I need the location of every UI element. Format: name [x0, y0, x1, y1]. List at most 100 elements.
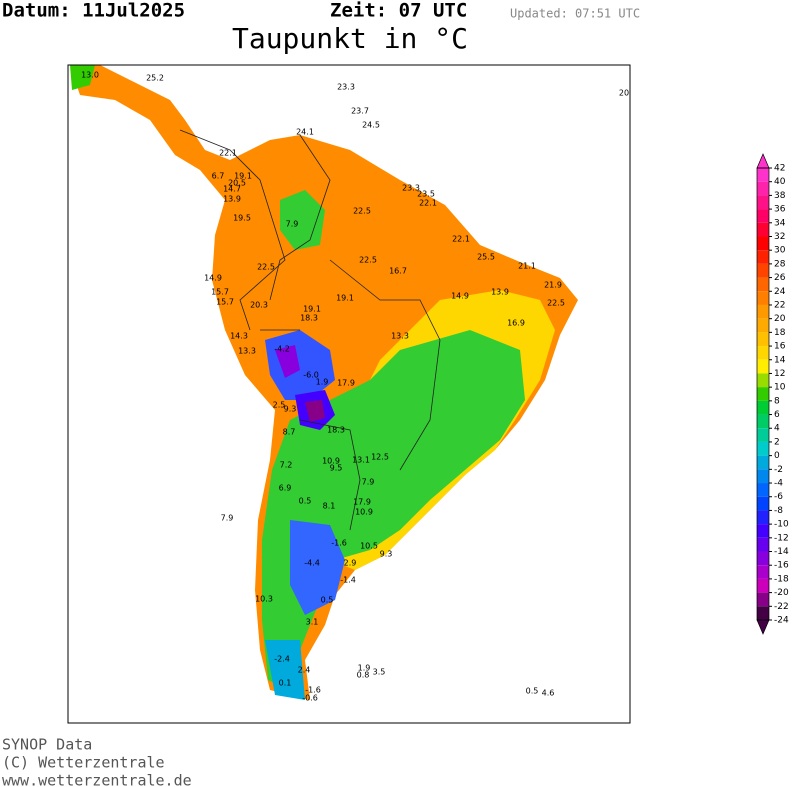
colorbar-box — [757, 346, 769, 360]
colorbar-box — [757, 428, 769, 442]
colorbar-frame — [756, 167, 770, 621]
station-value: 2.9 — [344, 559, 357, 568]
station-value: 0.5 — [321, 596, 334, 605]
station-value: 2.5 — [273, 401, 286, 410]
colorbar-top — [756, 153, 770, 169]
station-value: 14.3 — [230, 332, 248, 341]
station-value: 1.9 — [316, 378, 329, 387]
station-value: 7.9 — [221, 514, 234, 523]
colorbar-box — [757, 537, 769, 552]
colorbar-label: -24 — [774, 616, 789, 626]
date: Datum: 11Jul2025 — [2, 0, 185, 22]
station-value: 22.5 — [359, 256, 377, 265]
colorbar-label: 16 — [774, 342, 786, 352]
colorbar-label: 38 — [774, 191, 786, 201]
colorbar-label: 22 — [774, 300, 785, 310]
colorbar-label: 26 — [774, 273, 786, 283]
colorbar-box — [757, 209, 769, 223]
title: Taupunkt in °C — [232, 22, 468, 55]
station-value: 24.1 — [296, 128, 314, 137]
station-value: 13.9 — [491, 288, 509, 297]
station-value: 3.5 — [373, 668, 386, 677]
time: Zeit: 07 UTC — [330, 0, 467, 22]
station-value: 15.7 — [211, 288, 229, 297]
station-value: -6.0 — [303, 371, 319, 380]
station-value: 0.5 — [299, 497, 312, 506]
colorbar-label: 36 — [774, 205, 786, 215]
field-blue-south — [290, 520, 345, 615]
station-value: 21.1 — [518, 262, 536, 271]
colorbar-box — [757, 441, 769, 456]
field-green — [70, 65, 95, 90]
colorbar-label: -2 — [774, 465, 783, 475]
station-value: 13.9 — [223, 195, 241, 204]
colorbar-box — [757, 387, 769, 401]
colorbar-label: 34 — [774, 218, 786, 228]
station-value: 9.3 — [284, 405, 297, 414]
colorbar-box — [757, 359, 769, 374]
colorbar-box — [757, 318, 769, 333]
station-value: -4.4 — [304, 559, 320, 568]
colorbar-box — [757, 400, 769, 415]
station-value: 0.5 — [526, 687, 539, 696]
field-magenta — [305, 400, 325, 422]
station-value: 22.5 — [257, 263, 275, 272]
station-value: 25.5 — [477, 253, 495, 262]
colorbar-label: 42 — [774, 164, 785, 174]
colorbar-box — [757, 414, 769, 429]
station-value: 22.1 — [452, 235, 470, 244]
station-value: 7.9 — [286, 220, 299, 229]
footer-copyright: (C) Wetterzentrale — [2, 754, 165, 772]
colorbar-label: -14 — [774, 547, 789, 557]
colorbar-label: -4 — [774, 479, 783, 489]
station-value: 0.1 — [279, 679, 292, 688]
colorbar-box — [757, 469, 769, 484]
colorbar: 424038363432302826242220181614121086420-… — [756, 153, 789, 635]
station-value: 15.7 — [216, 298, 234, 307]
station-value: 18.3 — [300, 314, 318, 323]
colorbar-box — [757, 181, 769, 196]
station-value: 10.5 — [360, 542, 378, 551]
station-value: 13.3 — [391, 332, 409, 341]
station-value: 19.5 — [233, 214, 251, 223]
station-value: 7.9 — [362, 478, 375, 487]
station-value: 23.3 — [337, 83, 355, 92]
colorbar-label: 4 — [774, 424, 780, 434]
station-value: 10.9 — [322, 457, 340, 466]
station-value: -0.6 — [302, 694, 318, 703]
borders — [179, 129, 441, 531]
colorbar-box — [757, 291, 769, 305]
colorbar-label: 30 — [774, 246, 786, 256]
station-value: 19.1 — [303, 305, 321, 314]
footer-url: www.wetterzentrale.de — [2, 772, 192, 787]
map-frame — [67, 64, 631, 724]
station-value: 6.7 — [212, 172, 225, 181]
station-value: 24.5 — [362, 121, 380, 130]
colorbar-box — [757, 332, 769, 347]
station-value: 7.2 — [280, 461, 293, 470]
field-cyan-south — [265, 640, 305, 700]
station-value: 8.7 — [283, 428, 296, 437]
field-purple — [275, 345, 300, 378]
station-value: -1.4 — [340, 576, 356, 585]
colorbar-label: -8 — [774, 506, 783, 516]
colorbar-label: 20 — [774, 314, 786, 324]
field-green-north — [280, 190, 325, 250]
colorbar-box — [757, 578, 769, 593]
colorbar-box — [757, 304, 769, 319]
colorbar-label: 32 — [774, 232, 785, 242]
colorbar-label: 28 — [774, 259, 786, 269]
colorbar-label: 0 — [774, 451, 780, 461]
colorbar-label: -10 — [774, 520, 789, 530]
station-value: -1.6 — [331, 539, 347, 548]
station-value: 22.5 — [547, 299, 565, 308]
colorbar-box — [757, 263, 769, 278]
colorbar-box — [757, 373, 769, 388]
colorbar-label: -18 — [774, 574, 789, 584]
colorbar-label: 24 — [774, 287, 786, 297]
colorbar-box — [757, 483, 769, 497]
colorbar-box — [757, 236, 769, 251]
colorbar-label: 10 — [774, 383, 786, 393]
station-value: 17.9 — [337, 379, 355, 388]
colorbar-label: -22 — [774, 602, 789, 612]
